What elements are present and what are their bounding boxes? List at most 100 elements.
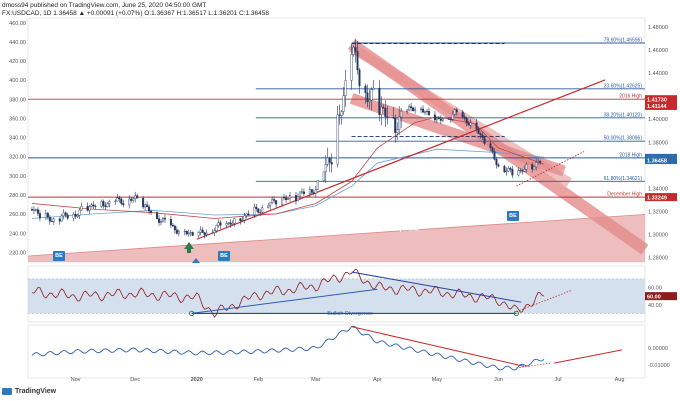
candle-body [116,197,119,202]
candle-body [441,118,444,121]
price-tag-bg-4 [645,193,677,202]
candle-body [128,198,131,206]
candle-body [495,159,498,166]
candle-body [173,225,176,231]
macd-trendline-up [554,349,623,364]
candle-body [491,147,494,152]
candle-body [38,213,41,219]
candle-body [310,189,313,193]
candle-body [88,206,91,211]
candle-body [269,202,272,207]
candle-body [489,143,492,149]
candle-body [259,211,262,213]
candle-body [392,117,395,119]
annotation-bullish-divergence: Bullish Divergence [327,311,373,317]
candle-body [354,47,357,52]
candle-body [169,218,172,226]
candle-body [64,212,67,216]
candle-body [60,215,63,222]
be-badge-2: BE [218,251,230,261]
candle-body [451,114,454,120]
right-tick-5: 1.38000 [648,140,668,146]
candle-body [144,204,147,208]
blue-marker-icon [192,258,200,263]
candle-body [189,232,192,234]
candle-body [483,137,486,144]
moving-average-red [31,116,545,219]
x-tick-0: Nov [71,377,81,383]
x-tick-2: 2020 [191,377,203,383]
candle-body [300,191,303,193]
candle-body [314,189,317,194]
right-tick-8: 1.32000 [648,210,668,216]
candle-body [410,106,413,109]
left-tick-2: 420.00 [9,59,26,65]
candle-body [461,111,464,118]
rsi-tick-current: 60.00 [647,294,661,300]
x-tick-9: Aug [615,377,625,383]
candle-body [537,160,540,163]
candle-body [338,114,341,116]
macd-projection [516,362,551,369]
candle-body [229,222,232,225]
candle-body [455,109,458,113]
macd-tick-0: 0.00000 [648,346,668,352]
candle-body [50,220,53,222]
level-label-1: 23.60%(1.42625) [604,83,643,89]
candle-body [511,169,514,176]
candle-body [108,201,111,204]
candle-body [477,128,480,134]
candle-body [94,205,97,207]
x-tick-6: May [432,377,443,383]
candle-body [479,133,482,136]
candle-body [396,129,399,133]
rsi-divergence-point-0 [189,310,195,317]
projected-trendline [516,151,585,187]
candle-body [475,122,478,130]
chart-header-line2: FX:USDCAD, 1D 1.36458 ▲ +0.00091 (+0.07%… [2,10,269,17]
candle-body [539,160,542,163]
candle-body [104,205,107,208]
candle-body [118,197,121,200]
candle-body [159,220,162,223]
candle-body [322,171,325,181]
candle-body [217,222,220,226]
candle-body [227,222,230,224]
candle-body [533,166,536,170]
candle-body [225,223,228,226]
candle-body [158,218,161,223]
uptrend-band-edge [27,214,646,257]
rsi-line [31,268,545,318]
candle-body [120,198,123,204]
candle-body [62,212,65,217]
candle-body [148,206,151,212]
candle-body [382,106,385,109]
candle-body [469,122,472,126]
tradingview-logo[interactable]: TradingView [2,388,56,395]
candle-body [394,117,397,133]
candle-body [161,217,164,222]
candle-body [185,231,188,235]
candle-body [350,54,353,81]
candle-body [294,195,297,202]
x-tick-8: Jul [554,377,561,383]
candle-body [257,208,260,213]
right-tick-7: 1.34000 [648,186,668,192]
price-tag-3: 1.36458 [647,158,667,164]
candle-body [78,209,81,216]
candle-body [433,114,436,121]
candle-body [308,189,311,195]
candle-body [493,151,496,160]
left-tick-4: 380.00 [9,97,26,103]
candle-body [156,212,159,219]
price-tag-0: 1.41730 [647,97,667,103]
candle-body [523,168,526,172]
left-tick-9: 280.00 [9,193,26,199]
candle-body [302,191,305,195]
candle-body [283,197,286,199]
rsi-band [28,278,645,314]
candle-body [134,195,137,199]
level-label-5: 2018 High [619,152,642,158]
candle-body [453,109,456,115]
candle-body [30,209,33,211]
